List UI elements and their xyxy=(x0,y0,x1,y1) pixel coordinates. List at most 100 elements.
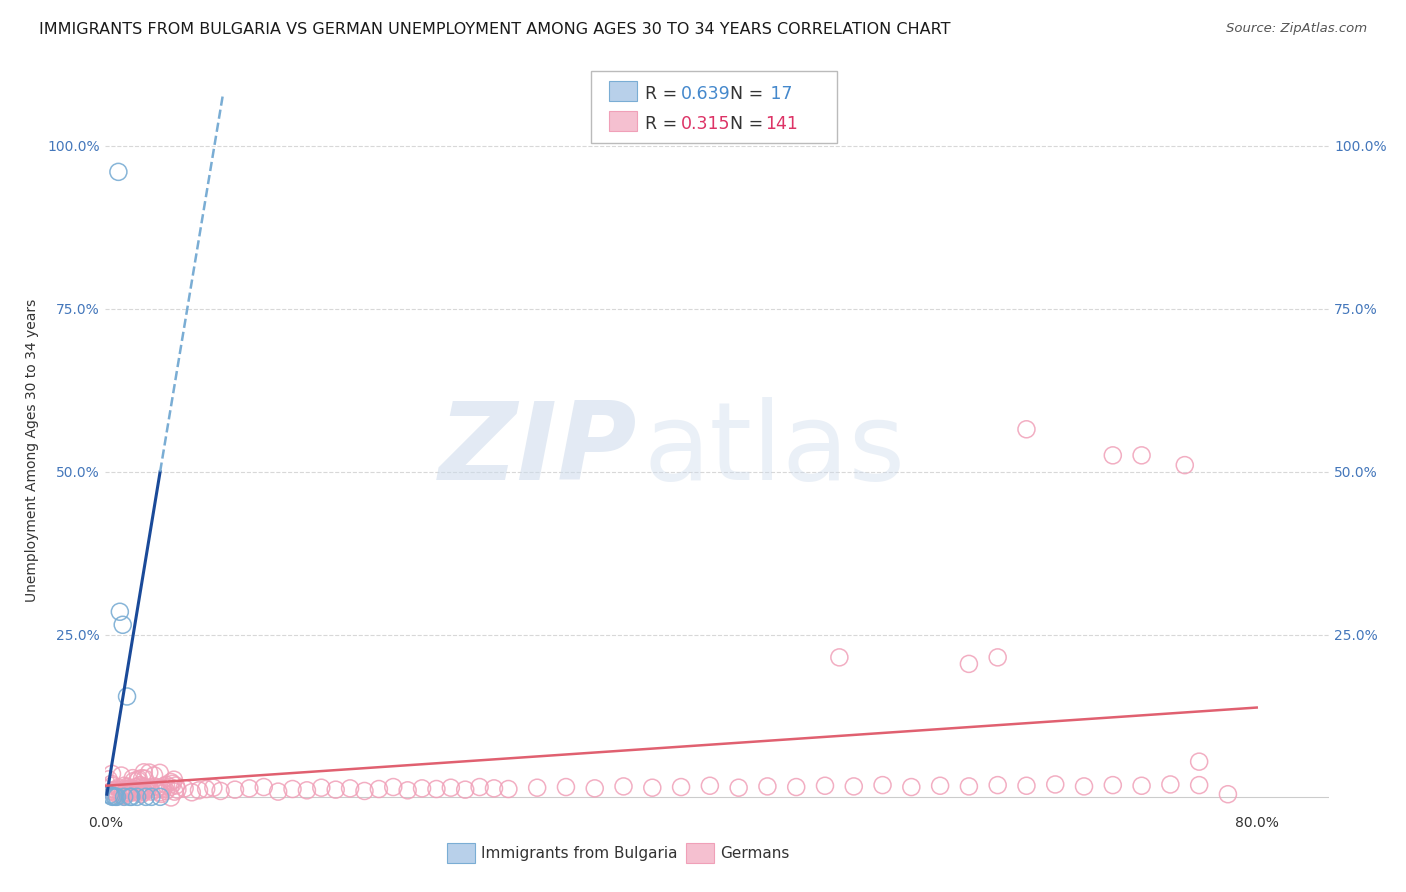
Point xyxy=(120,789,142,804)
Y-axis label: Unemployment Among Ages 30 to 34 years: Unemployment Among Ages 30 to 34 years xyxy=(25,299,39,602)
Point xyxy=(155,784,177,798)
Point xyxy=(115,780,138,794)
Text: R =: R = xyxy=(645,115,683,133)
Point xyxy=(440,780,463,795)
Point xyxy=(107,165,129,179)
Point xyxy=(131,771,153,785)
Point xyxy=(98,788,121,802)
Point xyxy=(149,789,172,804)
Point xyxy=(425,782,447,797)
Point xyxy=(353,784,375,798)
Point xyxy=(134,772,156,786)
Text: 141: 141 xyxy=(765,115,797,133)
Point xyxy=(101,767,124,781)
Point xyxy=(411,781,433,796)
Point xyxy=(118,781,141,796)
Point xyxy=(149,785,172,799)
Point xyxy=(103,789,125,804)
Point xyxy=(1188,778,1211,792)
Point xyxy=(131,780,153,794)
Point xyxy=(367,782,389,797)
Point xyxy=(115,784,138,798)
Point xyxy=(1216,787,1239,801)
Point xyxy=(127,773,149,788)
Point xyxy=(131,784,153,798)
Point xyxy=(396,783,419,797)
Point xyxy=(143,768,166,782)
Point xyxy=(146,780,169,795)
Point xyxy=(104,789,127,804)
Point xyxy=(135,782,157,797)
Point xyxy=(132,781,155,796)
Point xyxy=(165,779,187,793)
Point xyxy=(163,784,186,798)
Point xyxy=(141,789,163,804)
Text: 0.639: 0.639 xyxy=(681,85,730,103)
Point xyxy=(159,780,181,794)
Text: ZIP: ZIP xyxy=(439,398,637,503)
Point xyxy=(120,783,142,797)
Point xyxy=(150,781,173,796)
Point xyxy=(136,782,159,797)
Point xyxy=(110,782,132,797)
Point xyxy=(128,772,150,786)
Point xyxy=(209,784,232,798)
Point xyxy=(162,777,184,791)
Text: N =: N = xyxy=(730,115,769,133)
Point xyxy=(152,780,174,794)
Point xyxy=(1159,777,1181,791)
Point xyxy=(103,785,125,799)
Point xyxy=(814,779,837,793)
Point xyxy=(1130,779,1153,793)
Point xyxy=(281,782,304,797)
Point xyxy=(101,779,124,793)
Text: IMMIGRANTS FROM BULGARIA VS GERMAN UNEMPLOYMENT AMONG AGES 30 TO 34 YEARS CORREL: IMMIGRANTS FROM BULGARIA VS GERMAN UNEMP… xyxy=(39,22,950,37)
Point xyxy=(117,781,139,796)
Point xyxy=(555,780,578,794)
Point xyxy=(131,787,153,801)
Point xyxy=(135,789,157,804)
Point xyxy=(1101,778,1123,792)
Point xyxy=(526,780,548,795)
Point xyxy=(842,780,865,794)
Point xyxy=(224,782,246,797)
Point xyxy=(1015,422,1038,436)
Point xyxy=(138,765,160,780)
Point xyxy=(180,785,202,799)
Point xyxy=(124,780,146,794)
Point xyxy=(929,779,952,793)
Point xyxy=(132,765,155,780)
Point xyxy=(145,782,167,797)
Point xyxy=(143,780,166,794)
Point xyxy=(1045,777,1067,791)
Point xyxy=(100,789,122,804)
Point xyxy=(107,780,129,795)
Point xyxy=(115,690,138,704)
Point xyxy=(987,650,1010,665)
Point xyxy=(134,785,156,799)
Point xyxy=(128,786,150,800)
Point xyxy=(121,771,143,785)
Point xyxy=(105,784,128,798)
Point xyxy=(468,780,491,794)
Point xyxy=(325,782,347,797)
Point xyxy=(612,780,634,794)
Point xyxy=(100,777,122,791)
Point xyxy=(150,787,173,801)
Point xyxy=(641,780,664,795)
Text: 17: 17 xyxy=(765,85,793,103)
Point xyxy=(188,783,211,797)
Point xyxy=(111,617,134,632)
Text: Immigrants from Bulgaria: Immigrants from Bulgaria xyxy=(481,847,678,861)
Point xyxy=(900,780,922,794)
Point xyxy=(110,768,132,782)
Point xyxy=(114,786,136,800)
Point xyxy=(118,786,141,800)
Point xyxy=(101,789,124,804)
Point xyxy=(105,789,128,804)
Point xyxy=(267,784,290,798)
Point xyxy=(295,783,318,797)
Point xyxy=(1101,448,1123,462)
Text: Germans: Germans xyxy=(720,847,789,861)
Point xyxy=(238,781,260,796)
